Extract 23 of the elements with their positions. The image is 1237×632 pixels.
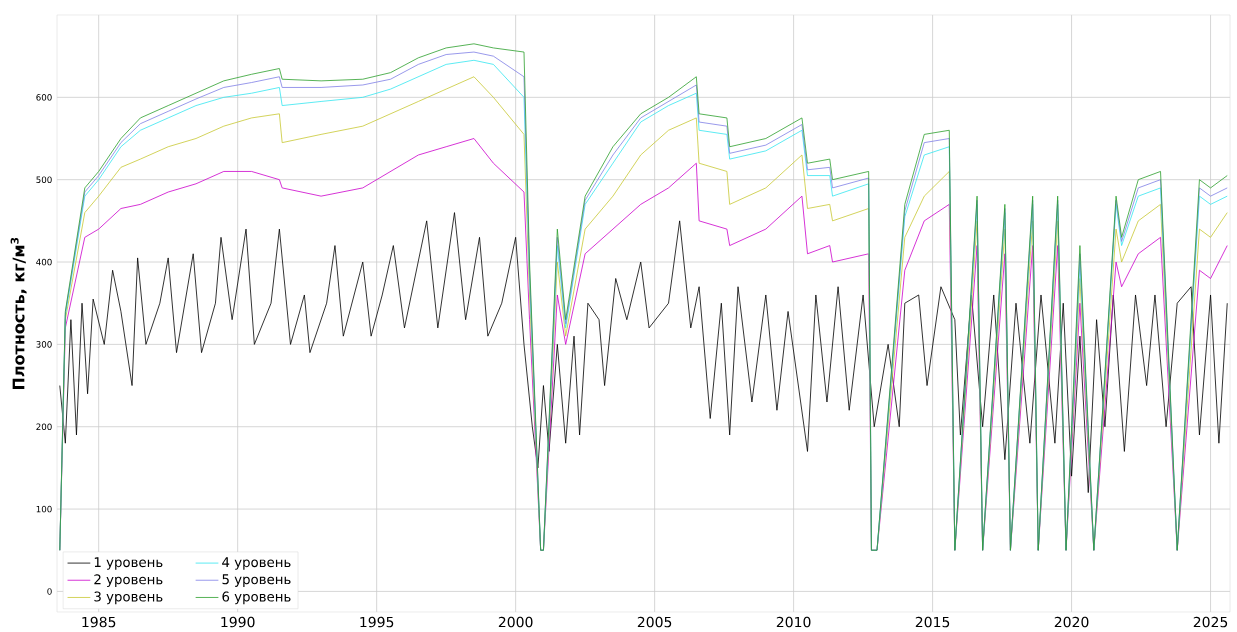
legend-label: 4 уровень: [222, 557, 291, 570]
x-tick-label: 1995: [360, 616, 394, 628]
y-tick-label: 100: [36, 505, 52, 513]
y-axis-title: Плотность, кг/м$^{3}$: [10, 237, 27, 390]
y-tick-label: 200: [36, 423, 52, 430]
x-tick-label: 1990: [221, 616, 255, 628]
x-tick-label: 2000: [498, 616, 533, 628]
y-tick-label: 400: [36, 258, 52, 266]
x-tick-label: 2015: [915, 616, 950, 628]
legend-label: 5 уровень: [222, 574, 291, 587]
x-tick-label: 2025: [1193, 616, 1228, 628]
legend-label: 1 уровень: [94, 557, 163, 570]
legend-label: 3 уровень: [94, 591, 163, 605]
y-tick-label: 600: [36, 94, 52, 101]
y-tick-label: 0: [47, 588, 52, 595]
y-tick-label: 300: [36, 341, 52, 348]
x-tick-label: 2020: [1054, 616, 1089, 628]
x-tick-label: 2005: [637, 616, 672, 628]
x-tick-label: 1985: [82, 616, 116, 628]
y-tick-label: 500: [36, 176, 52, 183]
x-tick-label: 2010: [776, 616, 811, 628]
legend-label: 2 уровень: [94, 574, 163, 587]
legend-label: 6 уровень: [222, 591, 291, 605]
